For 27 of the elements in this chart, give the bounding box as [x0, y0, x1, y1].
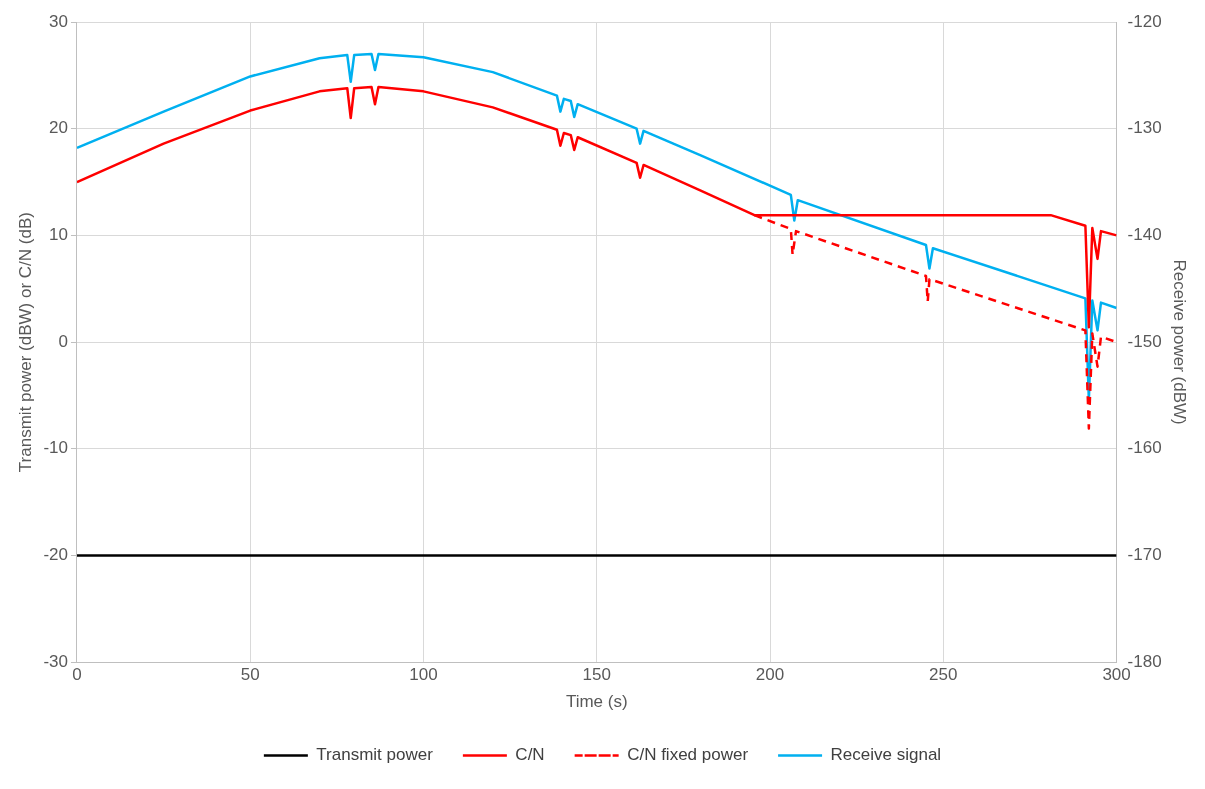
y2-tick-label: -140 [1127, 225, 1162, 245]
y-tick-label: 20 [49, 118, 68, 138]
legend-label: C/N [515, 745, 545, 765]
y-tick-label: -20 [43, 545, 68, 565]
x-tick-label: 100 [409, 665, 438, 685]
x-axis-title: Time (s) [565, 692, 628, 712]
x-tick-label: 50 [240, 665, 260, 685]
y2-tick-label: -160 [1127, 438, 1162, 458]
legend-label: C/N fixed power [627, 745, 749, 765]
y-tick-label: 10 [49, 225, 68, 245]
y-tick-label: 30 [49, 11, 68, 31]
y2-axis-title: Receive power (dBW) [1170, 259, 1190, 425]
legend-label: Receive signal [830, 745, 942, 765]
x-tick-label: 200 [755, 665, 785, 685]
x-tick-label: 300 [1102, 665, 1131, 685]
y2-tick-label: -170 [1127, 545, 1162, 565]
y2-tick-label: -120 [1127, 11, 1162, 31]
x-tick-label: 150 [582, 665, 611, 685]
x-tick-label: 250 [929, 665, 958, 685]
legend-label: Transmit power [316, 745, 434, 765]
y-tick-label: -30 [43, 651, 68, 671]
y2-tick-label: -130 [1127, 118, 1162, 138]
y2-tick-label: -150 [1127, 331, 1162, 351]
y-axis-title: Transmit power (dBW) or C/N (dB) [15, 212, 35, 473]
x-tick-label: 0 [72, 665, 82, 685]
y-tick-label: -10 [43, 438, 68, 458]
y-tick-label: 0 [58, 331, 68, 351]
